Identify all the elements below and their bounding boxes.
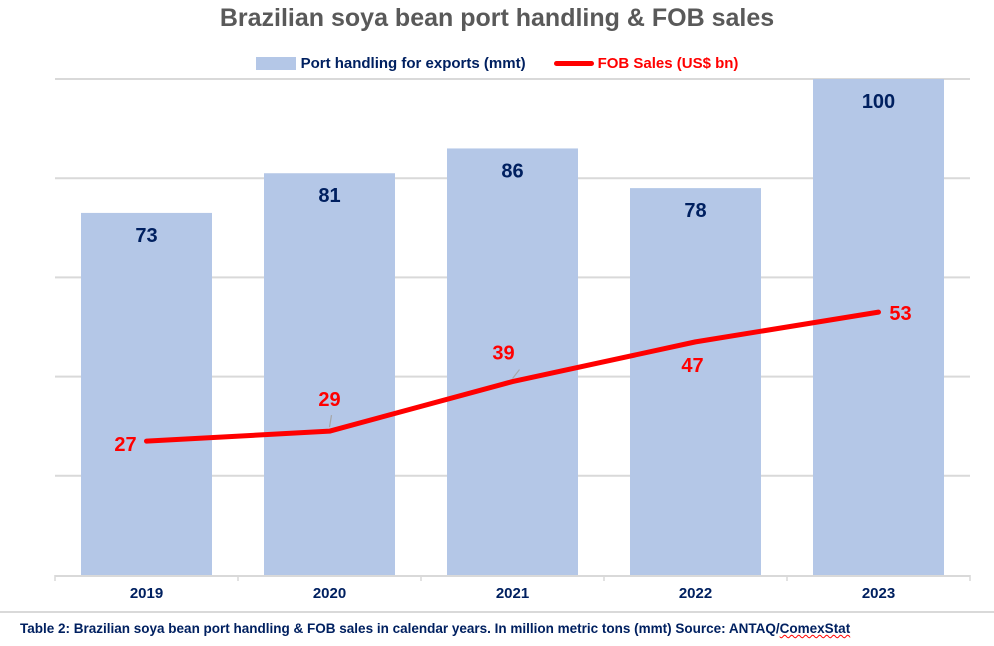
legend-line-swatch <box>553 61 594 66</box>
chart-legend: Port handling for exports (mmt) FOB Sale… <box>0 55 994 72</box>
caption-source-name: ComexStat <box>779 621 851 636</box>
caption-text: Table 2: Brazilian soya bean port handli… <box>20 621 780 636</box>
x-tick-label: 2023 <box>862 585 895 602</box>
bar-value-label: 78 <box>684 200 706 222</box>
caption-divider <box>0 611 994 613</box>
chart-title: Brazilian soya bean port handling & FOB … <box>219 4 775 32</box>
bar-value-label: 73 <box>135 225 157 247</box>
x-tick-label: 2021 <box>496 585 529 602</box>
chart-plot: 73 81 86 78 100 2019 2020 2021 2022 2023 27 29 39 47 5… <box>54 78 971 602</box>
line-value-label: 27 <box>114 434 136 456</box>
bar-value-label: 81 <box>318 185 340 207</box>
x-tick-label: 2020 <box>313 585 346 602</box>
legend-label-port-handling: Port handling for exports (mmt) <box>300 55 526 72</box>
bar-2023 <box>813 79 944 575</box>
bar-value-label: 86 <box>501 160 523 182</box>
line-value-label: 29 <box>318 389 340 411</box>
bar-2022 <box>630 188 761 575</box>
bar-2019 <box>81 212 212 576</box>
bar-2021 <box>447 148 578 575</box>
line-value-label: 39 <box>492 343 514 365</box>
bar-value-label: 100 <box>862 91 895 113</box>
line-value-label: 47 <box>681 355 703 377</box>
legend-label-fob-sales: FOB Sales (US$ bn) <box>597 55 739 72</box>
bar-2020 <box>264 173 395 576</box>
legend-bar-swatch <box>255 57 296 70</box>
legend-item-port-handling: Port handling for exports (mmt) <box>255 55 526 72</box>
data-label-leader <box>512 369 520 379</box>
data-label-leader <box>328 415 333 428</box>
figure-caption: Table 2: Brazilian soya bean port handli… <box>20 621 850 636</box>
legend-item-fob-sales: FOB Sales (US$ bn) <box>553 55 739 72</box>
x-tick-label: 2022 <box>679 585 712 602</box>
x-tick-label: 2019 <box>130 585 163 602</box>
line-value-label: 53 <box>889 303 911 325</box>
